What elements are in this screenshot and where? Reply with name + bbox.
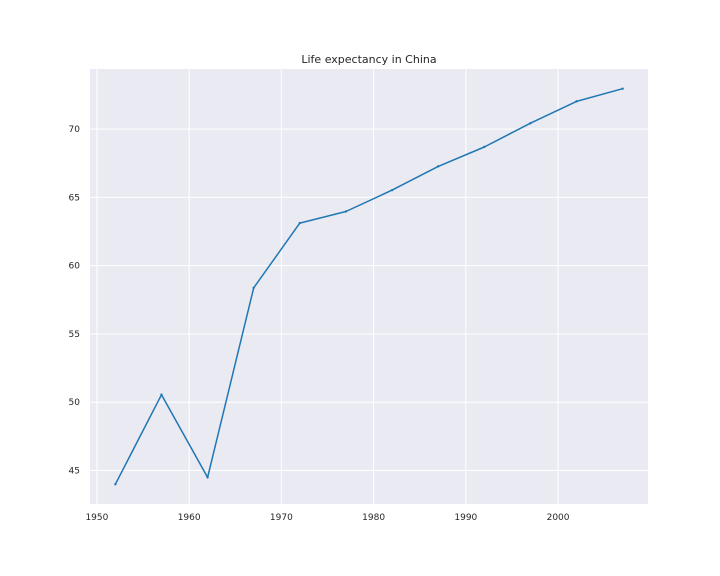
- data-point: [575, 100, 578, 103]
- plot-area: [90, 69, 648, 504]
- data-point: [621, 87, 624, 90]
- x-tick-label: 1980: [362, 513, 385, 523]
- data-point: [344, 210, 348, 213]
- data-point: [529, 122, 532, 125]
- x-tick-label: 1950: [85, 513, 108, 523]
- data-point: [298, 221, 302, 225]
- data-point: [483, 145, 486, 149]
- y-tick-label: 60: [69, 262, 81, 272]
- data-point: [390, 188, 394, 192]
- data-point: [252, 286, 255, 289]
- series-group: [114, 87, 624, 486]
- y-tick-label: 65: [69, 193, 80, 203]
- x-axis-ticks: 1950 1960 1970 1980 1990 2000: [85, 513, 569, 523]
- y-tick-label: 50: [69, 398, 81, 408]
- data-point: [206, 476, 209, 479]
- y-tick-label: 45: [69, 467, 80, 477]
- y-tick-label: 55: [69, 330, 80, 340]
- x-tick-label: 2000: [547, 513, 570, 523]
- x-tick-label: 1970: [270, 513, 293, 523]
- series-line: [114, 87, 624, 485]
- chart-title: Life expectancy in China: [301, 53, 436, 66]
- x-tick-label: 1960: [178, 513, 201, 523]
- y-axis-ticks: 45 50 55 60 65 70: [69, 125, 81, 476]
- x-tick-label: 1990: [454, 513, 477, 523]
- data-point: [160, 393, 163, 396]
- y-tick-label: 70: [69, 125, 81, 135]
- data-point: [114, 482, 117, 486]
- grid-lines: [90, 69, 648, 504]
- data-point: [436, 165, 440, 168]
